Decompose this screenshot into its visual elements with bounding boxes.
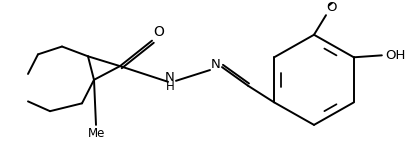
Text: O: O — [326, 1, 336, 14]
Text: H: H — [166, 80, 174, 93]
Text: Me: Me — [88, 127, 106, 140]
Text: N: N — [165, 71, 175, 84]
Text: O: O — [154, 25, 164, 39]
Text: OH: OH — [386, 49, 406, 62]
Text: N: N — [211, 58, 221, 71]
